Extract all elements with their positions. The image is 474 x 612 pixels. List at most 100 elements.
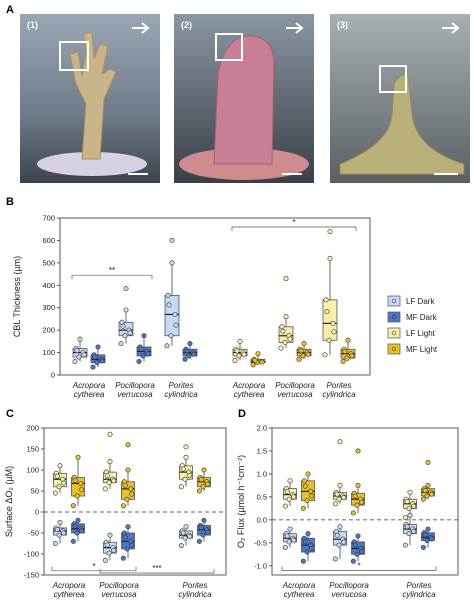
plot-frame xyxy=(271,427,459,576)
species-epithet-label: verrucosa xyxy=(101,590,137,599)
panel-letter-c: C xyxy=(6,408,14,420)
data-point xyxy=(252,357,258,363)
data-point xyxy=(402,515,408,521)
data-point xyxy=(411,503,417,509)
panel-letter-a: A xyxy=(6,4,14,16)
data-point xyxy=(429,536,435,542)
data-point xyxy=(425,482,431,488)
box-8 xyxy=(278,314,294,351)
data-point xyxy=(300,505,306,511)
data-point xyxy=(102,557,108,563)
data-point xyxy=(76,354,82,360)
species-genus-label: Pocillopora xyxy=(99,581,139,590)
species-epithet-label: cylindrica xyxy=(178,590,212,599)
box-2 xyxy=(102,459,117,492)
legend-label: MF Light xyxy=(406,345,438,354)
y-tick-label: 1.5 xyxy=(257,446,267,455)
data-point xyxy=(286,496,292,502)
y-tick-label: 0.5 xyxy=(257,492,267,501)
data-point xyxy=(284,489,290,495)
data-point xyxy=(90,364,96,370)
data-point xyxy=(205,481,211,487)
data-point xyxy=(309,546,315,552)
data-point xyxy=(79,487,85,493)
data-point xyxy=(120,503,126,509)
data-point xyxy=(122,482,128,488)
significance-bracket xyxy=(99,569,215,574)
significance-bracket xyxy=(281,566,437,571)
data-point xyxy=(183,454,189,460)
data-point xyxy=(165,292,171,298)
y-tick-label: 100 xyxy=(42,348,55,357)
y-tick-label: -1.0 xyxy=(254,561,267,570)
data-point xyxy=(305,351,311,357)
coral-photo-3: (3) xyxy=(330,14,470,183)
box-3 xyxy=(350,482,365,516)
y-tick-label: 2.0 xyxy=(257,424,267,433)
data-point xyxy=(304,549,310,555)
data-point xyxy=(172,311,178,317)
data-point xyxy=(186,353,192,359)
outlier-point xyxy=(123,286,129,292)
data-point xyxy=(286,539,292,545)
y-tick-label: 0 xyxy=(35,508,39,517)
data-point xyxy=(201,467,207,473)
box-1 xyxy=(300,471,315,511)
box-5 xyxy=(182,341,198,362)
species-epithet-label: cytherea xyxy=(74,390,105,399)
data-point xyxy=(332,556,338,562)
data-point xyxy=(341,495,347,501)
data-point xyxy=(323,297,329,303)
outlier-point xyxy=(283,276,289,282)
data-point xyxy=(340,359,346,365)
data-point xyxy=(298,348,304,354)
data-point xyxy=(52,490,58,496)
data-point xyxy=(300,353,306,359)
data-point xyxy=(308,488,314,494)
data-point xyxy=(349,353,355,359)
outlier-point xyxy=(327,228,333,234)
box-4 xyxy=(178,454,193,490)
data-point xyxy=(168,333,174,339)
data-point xyxy=(344,355,350,361)
data-point xyxy=(402,542,408,548)
data-point xyxy=(166,302,172,308)
data-point xyxy=(234,348,240,354)
data-point xyxy=(200,532,206,538)
y-tick-label: 150 xyxy=(26,445,39,454)
data-point xyxy=(124,496,130,502)
data-point xyxy=(75,454,81,460)
data-point xyxy=(182,535,188,541)
data-point xyxy=(332,501,338,507)
data-point xyxy=(337,524,343,530)
panel-letter-d: D xyxy=(238,408,246,420)
data-point xyxy=(74,348,80,354)
plot-frame xyxy=(43,427,227,576)
data-point xyxy=(236,353,242,359)
significance-label: * xyxy=(292,218,295,227)
data-point xyxy=(302,483,308,489)
box-9 xyxy=(350,533,365,564)
data-point xyxy=(77,336,83,342)
plot-frame xyxy=(59,217,371,376)
box-4 xyxy=(164,260,180,349)
data-point xyxy=(187,534,193,540)
significance-bracket xyxy=(231,226,357,231)
data-point xyxy=(54,473,60,479)
data-point xyxy=(406,531,412,537)
data-point xyxy=(304,498,310,504)
box-6 xyxy=(282,526,297,550)
outlier-point xyxy=(425,459,431,465)
data-point xyxy=(198,525,204,531)
box-8 xyxy=(332,524,347,562)
box-6 xyxy=(52,519,67,546)
data-point xyxy=(72,359,78,365)
data-point xyxy=(180,530,186,536)
data-point xyxy=(74,493,80,499)
data-point xyxy=(187,473,193,479)
data-point xyxy=(200,484,206,490)
y-tick-label: 700 xyxy=(42,214,55,223)
data-point xyxy=(106,550,112,556)
data-point xyxy=(341,539,347,545)
